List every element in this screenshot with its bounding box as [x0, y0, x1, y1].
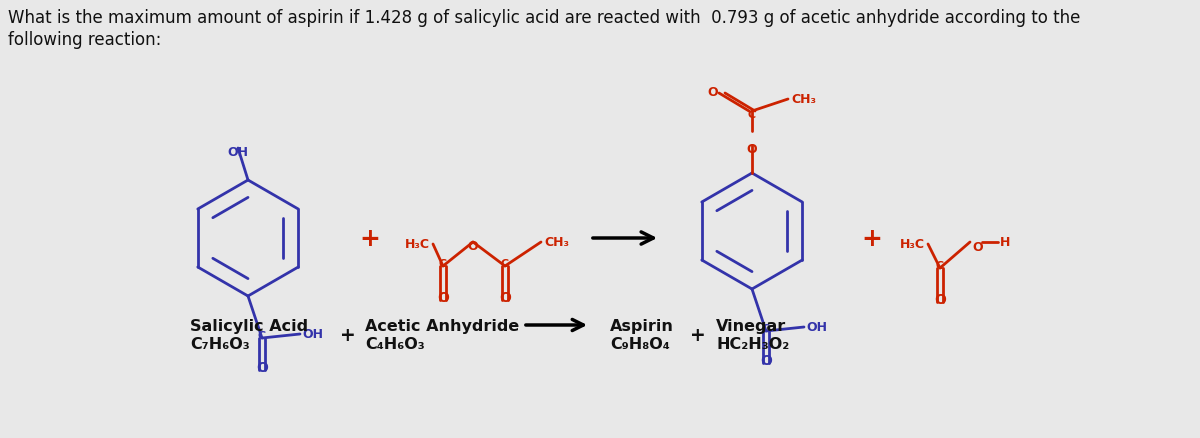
- Text: Aspirin: Aspirin: [610, 318, 674, 333]
- Text: H₃C: H₃C: [406, 238, 430, 251]
- Text: O: O: [499, 290, 511, 304]
- Text: CH₃: CH₃: [544, 236, 569, 249]
- Text: C: C: [762, 323, 770, 333]
- Text: O: O: [746, 143, 757, 155]
- Text: C: C: [936, 261, 944, 270]
- Text: +: +: [862, 226, 882, 251]
- Text: HC₂H₃O₂: HC₂H₃O₂: [716, 336, 790, 351]
- Text: Salicylic Acid: Salicylic Acid: [190, 318, 308, 333]
- Text: O: O: [707, 85, 718, 98]
- Text: OH: OH: [302, 328, 323, 341]
- Text: H: H: [1000, 236, 1010, 249]
- Text: +: +: [360, 226, 380, 251]
- Text: O: O: [972, 240, 983, 254]
- Text: Acetic Anhydride: Acetic Anhydride: [365, 318, 520, 333]
- Text: +: +: [340, 325, 356, 344]
- Text: O: O: [437, 290, 449, 304]
- Text: C₄H₆O₃: C₄H₆O₃: [365, 336, 425, 351]
- Text: Vinegar: Vinegar: [716, 318, 786, 333]
- Text: OH: OH: [228, 146, 248, 159]
- Text: C: C: [258, 330, 266, 340]
- Text: O: O: [934, 292, 946, 306]
- Text: What is the maximum amount of aspirin if 1.428 g of salicylic acid are reacted w: What is the maximum amount of aspirin if…: [8, 9, 1080, 27]
- Text: OH: OH: [806, 321, 827, 334]
- Text: C: C: [500, 258, 509, 268]
- Text: H₃C: H₃C: [900, 238, 925, 251]
- Text: O: O: [468, 240, 479, 252]
- Text: C₉H₈O₄: C₉H₈O₄: [610, 336, 670, 351]
- Text: O: O: [760, 353, 772, 367]
- Text: O: O: [256, 360, 268, 374]
- Text: C₇H₆O₃: C₇H₆O₃: [190, 336, 250, 351]
- Text: +: +: [690, 325, 706, 344]
- Text: following reaction:: following reaction:: [8, 31, 161, 49]
- Text: C: C: [439, 258, 448, 268]
- Text: C: C: [748, 110, 756, 120]
- Text: CH₃: CH₃: [791, 93, 816, 106]
